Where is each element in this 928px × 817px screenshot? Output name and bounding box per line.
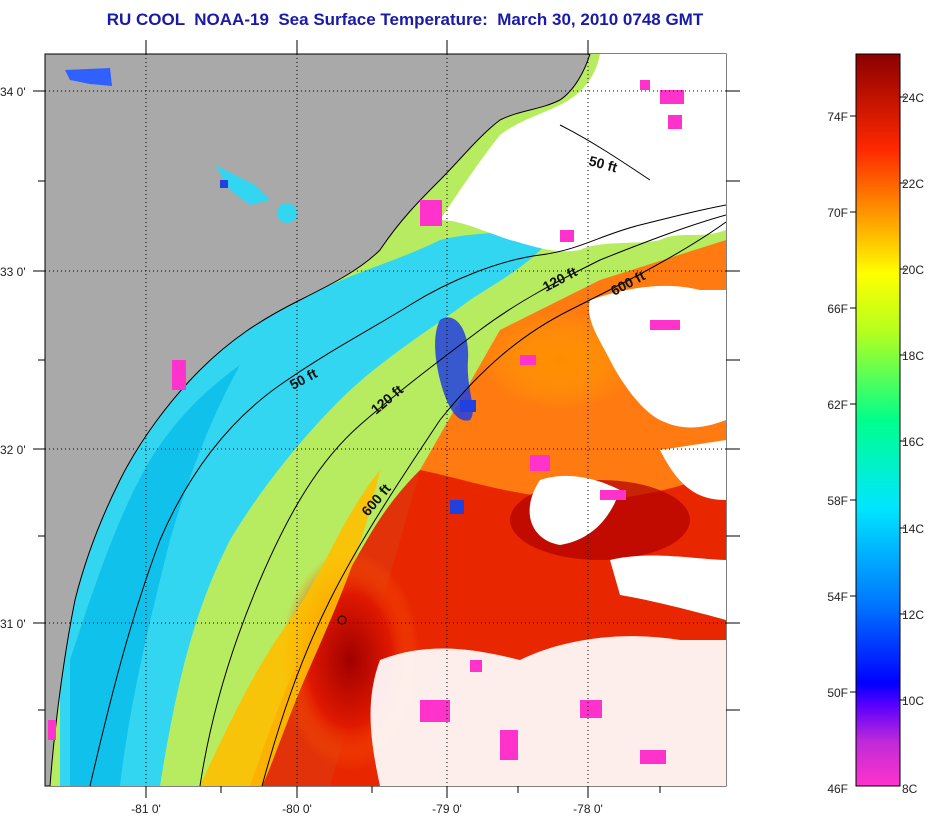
colorbar-label-f: 58F [827, 494, 848, 508]
land [45, 54, 591, 786]
colorbar-label-f: 54F [827, 590, 848, 604]
coldest-inshore-water [70, 365, 240, 786]
colorbar-label-f: 62F [827, 398, 848, 412]
cloud-edge-artifacts [48, 80, 684, 764]
latitude-label: 34 0' [0, 85, 26, 99]
cold-speckle [220, 180, 476, 514]
map-title: RU COOL NOAA-19 Sea Surface Temperature:… [106, 10, 704, 29]
latitude-label: 32 0' [0, 443, 26, 457]
longitude-label: -78 0' [573, 802, 603, 816]
longitude-label: -81 0' [131, 802, 161, 816]
cloud-cover [589, 285, 726, 428]
isobath-contours [89, 124, 726, 786]
inland-lake [65, 68, 112, 86]
colorbar-celsius-labels: 24C 22C 20C 18C 16C 14C 12C 10C 8C [902, 91, 924, 796]
inland-lake [277, 203, 297, 223]
shelf-break-front [200, 470, 380, 786]
colorbar-label-f: 74F [827, 110, 848, 124]
colorbar-label-f: 46F [827, 782, 848, 796]
colorbar-label-c: 12C [902, 608, 924, 622]
latitude-label: 33 0' [0, 265, 26, 279]
colorbar-label-c: 14C [902, 522, 924, 536]
graticule [45, 54, 726, 786]
inland-lake [215, 165, 270, 205]
colorbar-label-c: 16C [902, 435, 924, 449]
cloud-cover [440, 54, 726, 252]
longitude-label: -79 0' [432, 802, 462, 816]
contour-label-50ft-north: 50 ft [587, 152, 619, 175]
colorbar-label-f: 70F [827, 206, 848, 220]
colorbar-label-c: 24C [902, 91, 924, 105]
colorbar-label-c: 20C [902, 263, 924, 277]
colorbar-label-c: 8C [902, 782, 918, 796]
isobath-600ft-contour [261, 221, 726, 786]
axis-ticks [33, 40, 740, 798]
temperature-colorbar [855, 53, 901, 787]
colorbar-label-c: 10C [902, 694, 924, 708]
colorbar-ticks [850, 96, 906, 701]
colorbar-label-c: 18C [902, 349, 924, 363]
station-marker [337, 615, 347, 625]
cloud-cover [610, 555, 726, 620]
colorbar-label-f: 50F [827, 686, 848, 700]
cloud-cover [370, 636, 726, 786]
longitude-label: -80 0' [282, 802, 312, 816]
sst-map [45, 54, 726, 786]
isobath-120ft-contour [199, 214, 726, 786]
isobath-50ft-contour [89, 204, 726, 786]
cold-nearshore-water [60, 225, 560, 786]
isobath-50ft-contour-north [559, 124, 651, 181]
cloud-cover [660, 440, 726, 500]
colorbar-fahrenheit-labels: 74F 70F 66F 62F 58F 54F 50F 46F [827, 110, 848, 796]
colorbar-label-c: 22C [902, 177, 924, 191]
cloud-cover [529, 475, 620, 545]
cold-filament [435, 317, 473, 421]
latitude-label: 31 0' [0, 617, 26, 631]
colorbar-label-f: 66F [827, 302, 848, 316]
